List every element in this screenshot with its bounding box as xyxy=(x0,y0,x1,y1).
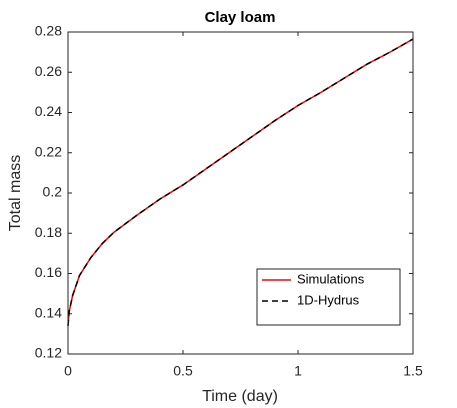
y-tick-label: 0.2 xyxy=(43,184,63,200)
x-tick-label: 0.5 xyxy=(173,363,193,379)
y-tick-label: 0.26 xyxy=(35,63,62,79)
y-tick-label: 0.16 xyxy=(35,264,62,280)
plot-frame xyxy=(67,31,414,355)
x-tick-label: 0 xyxy=(64,363,72,379)
y-tick-label: 0.14 xyxy=(35,304,62,320)
chart-title: Clay loam xyxy=(205,9,276,26)
x-tick-label: 1.5 xyxy=(403,363,423,379)
legend-label: Simulations xyxy=(297,271,365,286)
legend-box xyxy=(256,268,401,326)
x-axis-label: Time (day) xyxy=(202,388,278,405)
y-tick-label: 0.28 xyxy=(35,23,62,39)
y-tick-label: 0.12 xyxy=(35,345,62,361)
data-line xyxy=(67,38,414,326)
y-tick-label: 0.24 xyxy=(35,103,62,119)
legend-label: 1D-Hydrus xyxy=(297,292,360,307)
y-tick-label: 0.18 xyxy=(35,224,62,240)
x-tick-label: 1 xyxy=(294,363,302,379)
y-axis-label: Total mass xyxy=(7,155,24,231)
y-tick-label: 0.22 xyxy=(35,143,62,159)
